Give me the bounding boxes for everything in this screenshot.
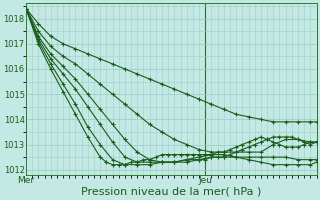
X-axis label: Pression niveau de la mer( hPa ): Pression niveau de la mer( hPa ) <box>81 187 261 197</box>
